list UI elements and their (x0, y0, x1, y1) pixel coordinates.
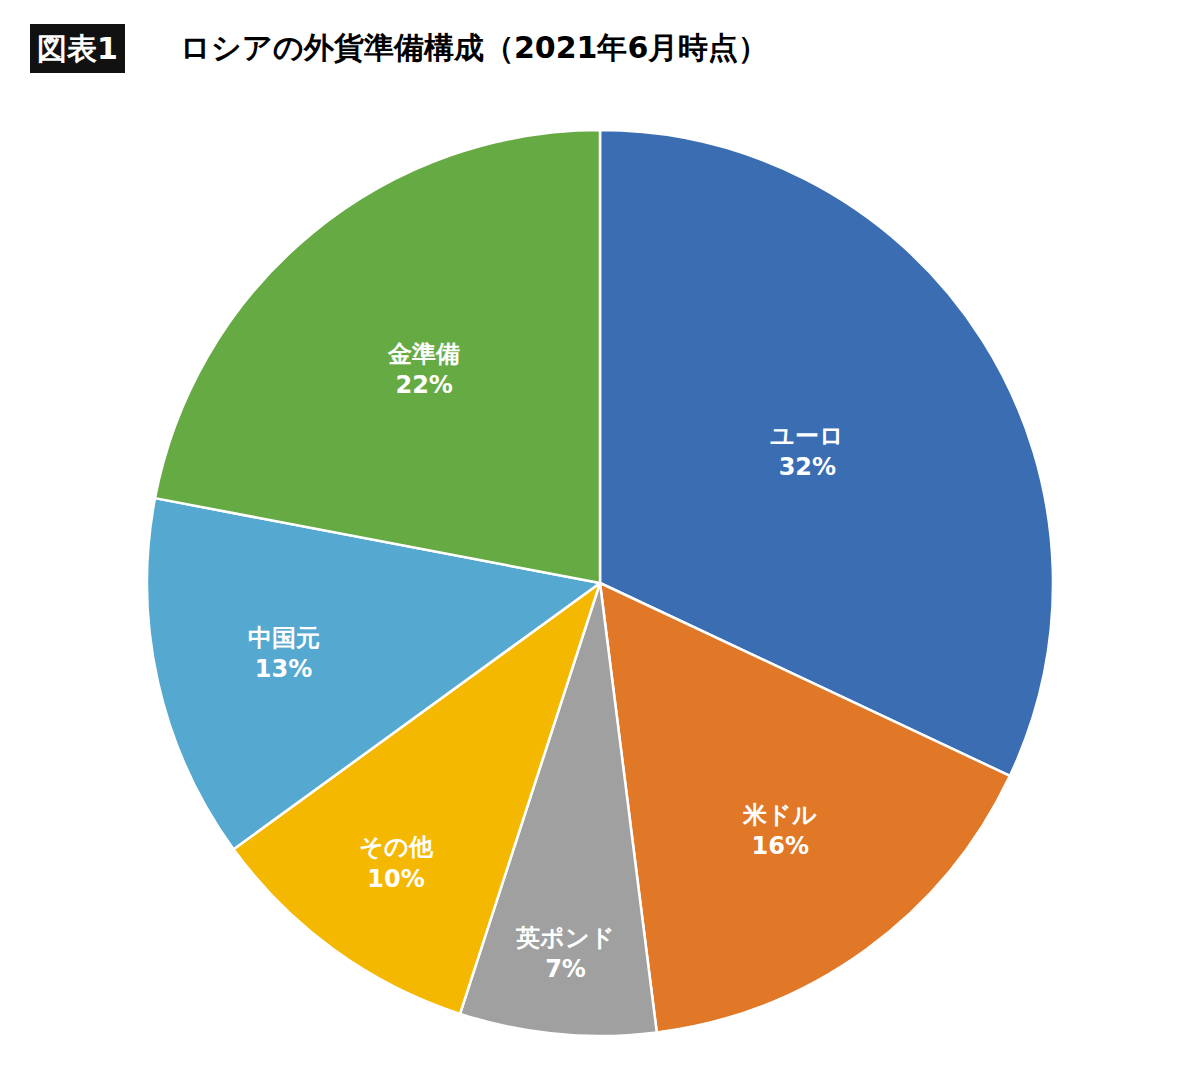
svg-text:米ドル16%: 米ドル16% (742, 801, 817, 860)
svg-text:中国元13%: 中国元13% (248, 624, 320, 683)
svg-text:その他10%: その他10% (359, 833, 434, 892)
svg-text:英ポンド7%: 英ポンド7% (515, 924, 615, 983)
svg-text:金準備22%: 金準備22% (387, 340, 460, 399)
svg-text:ユーロ32%: ユーロ32% (770, 422, 844, 481)
svg-text:ロシアの外貨準備構成（2021年6月時点）: ロシアの外貨準備構成（2021年6月時点） (180, 30, 768, 65)
svg-text:図表1: 図表1 (37, 31, 118, 66)
